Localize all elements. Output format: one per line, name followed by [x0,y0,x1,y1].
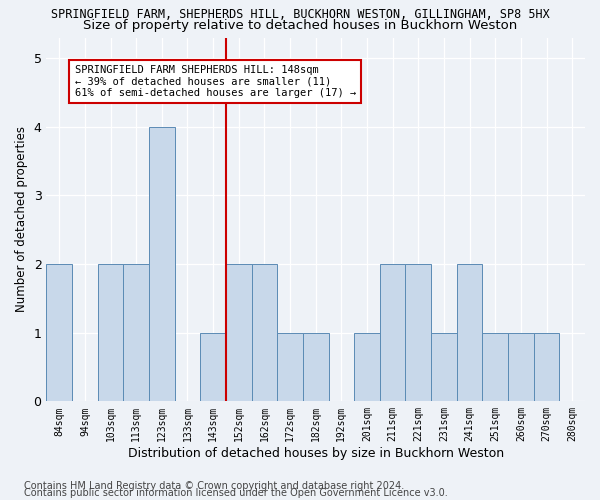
Bar [98,264,124,402]
Bar [457,264,482,402]
Bar [406,264,431,402]
Bar [277,332,303,402]
Bar [354,332,380,402]
Bar [251,264,277,402]
Bar [124,264,149,402]
Bar [303,332,329,402]
X-axis label: Distribution of detached houses by size in Buckhorn Weston: Distribution of detached houses by size … [128,447,504,460]
Bar [534,332,559,402]
Text: SPRINGFIELD FARM, SHEPHERDS HILL, BUCKHORN WESTON, GILLINGHAM, SP8 5HX: SPRINGFIELD FARM, SHEPHERDS HILL, BUCKHO… [50,8,550,20]
Bar [508,332,534,402]
Bar [380,264,406,402]
Y-axis label: Number of detached properties: Number of detached properties [15,126,28,312]
Bar [149,126,175,402]
Bar [200,332,226,402]
Text: Contains HM Land Registry data © Crown copyright and database right 2024.: Contains HM Land Registry data © Crown c… [24,481,404,491]
Text: Size of property relative to detached houses in Buckhorn Weston: Size of property relative to detached ho… [83,18,517,32]
Bar [46,264,72,402]
Text: Contains public sector information licensed under the Open Government Licence v3: Contains public sector information licen… [24,488,448,498]
Text: SPRINGFIELD FARM SHEPHERDS HILL: 148sqm
← 39% of detached houses are smaller (11: SPRINGFIELD FARM SHEPHERDS HILL: 148sqm … [74,65,356,98]
Bar [226,264,251,402]
Bar [482,332,508,402]
Bar [431,332,457,402]
